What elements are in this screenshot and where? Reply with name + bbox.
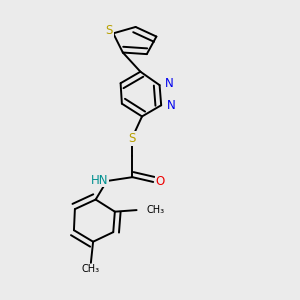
Text: HN: HN [91, 173, 109, 187]
Text: S: S [106, 24, 113, 37]
Text: O: O [156, 175, 165, 188]
Text: N: N [165, 77, 174, 90]
Text: CH₃: CH₃ [82, 264, 100, 274]
Text: CH₃: CH₃ [147, 205, 165, 215]
Text: S: S [129, 132, 136, 145]
Text: N: N [167, 99, 175, 112]
